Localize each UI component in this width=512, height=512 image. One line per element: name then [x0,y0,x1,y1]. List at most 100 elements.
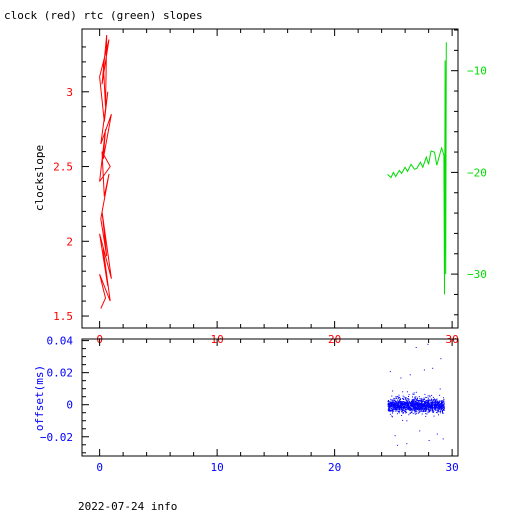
offset-point [441,401,442,403]
top-y2-tick-label: −30 [467,268,487,281]
offset-point [399,402,401,404]
offset-point [416,402,418,404]
offset-point [414,412,416,414]
offset-point [411,410,413,412]
offset-point [424,408,426,410]
clock-slope-line [99,34,112,309]
offset-point [392,408,394,410]
offset-point [439,403,441,405]
offset-point [411,403,413,405]
offset-point [443,402,445,404]
offset-point [394,400,396,402]
offset-point [391,403,393,404]
offset-outlier-point [406,443,408,445]
offset-point [399,405,401,407]
offset-point [426,406,428,408]
offset-point [439,406,441,408]
offset-point [412,401,414,402]
offset-point [423,405,425,407]
offset-point [414,396,416,398]
offset-point [432,408,433,410]
offset-point [388,407,390,409]
top-y2-tick-label: −10 [467,65,487,78]
offset-point [409,412,411,414]
offset-point [418,407,420,409]
offset-point [396,401,398,403]
offset-point [409,402,410,404]
bottom-axis-ticks: 0 10 20 30 −0.02 0 0.02 0.04 [40,335,459,474]
offset-point [415,403,417,405]
offset-point [438,404,440,406]
offset-point [425,406,426,408]
offset-point [422,400,423,402]
offset-point [395,408,397,409]
offset-point [435,407,437,409]
offset-outlier-point [436,433,438,435]
offset-point [433,407,435,409]
offset-point [439,400,441,402]
offset-point [417,403,419,405]
offset-point [405,407,407,409]
offset-point [403,402,405,404]
offset-point [422,407,424,409]
offset-point [405,409,407,411]
offset-point [402,406,404,408]
offset-point [388,400,389,402]
offset-point [422,399,424,401]
offset-point [418,396,420,398]
offset-point [440,410,442,412]
offset-point [388,405,390,407]
offset-point [437,409,439,411]
offset-point [420,403,422,405]
offset-point [401,403,403,405]
bottom-x-tick-label: 10 [211,461,224,474]
offset-point [400,404,402,406]
offset-point [424,402,425,404]
offset-point [431,402,433,404]
offset-point [432,404,434,406]
offset-point [413,410,415,412]
offset-point [408,406,410,408]
offset-point [418,406,420,408]
offset-point [408,407,410,409]
offset-point [427,399,429,401]
offset-point [403,406,405,407]
offset-point [392,405,394,407]
offset-point [421,413,423,415]
offset-point [443,406,444,408]
offset-point [410,403,412,405]
offset-point [434,407,436,409]
offset-point [407,398,408,400]
offset-outlier-point [389,371,391,373]
offset-point [435,404,437,406]
offset-point [442,411,443,413]
offset-point [423,404,425,406]
offset-point [395,406,397,408]
offset-point [420,406,422,407]
offset-point [421,410,423,412]
bottom-x-tick-label: 30 [446,461,459,474]
offset-outlier-point [442,438,444,440]
offset-point [417,401,419,403]
offset-point [425,408,427,410]
offset-point [427,397,429,399]
offset-point [414,398,416,400]
offset-point [395,407,396,409]
offset-point [432,401,434,403]
offset-point [432,404,434,406]
offset-point [437,406,439,408]
offset-point [412,402,414,404]
offset-point [389,402,391,404]
offset-point [392,416,393,418]
offset-point [421,406,423,408]
offset-point [426,409,427,411]
offset-point [426,405,428,407]
offset-point [417,403,419,404]
offset-point [401,410,403,412]
offset-point [427,406,429,408]
offset-point [417,400,419,401]
offset-point [413,407,415,409]
offset-point [403,408,405,410]
offset-point [422,402,424,404]
offset-point [420,407,422,409]
